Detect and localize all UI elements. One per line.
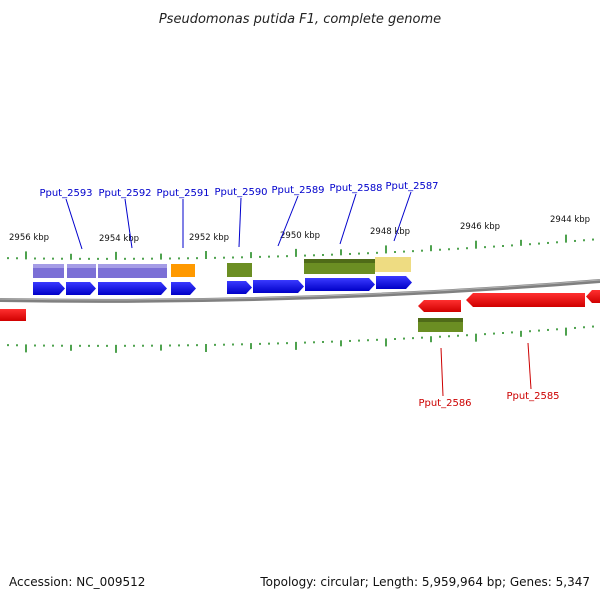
gene-arrow-reverse[interactable] xyxy=(0,309,26,321)
gene-arrow-forward[interactable] xyxy=(253,280,304,293)
cds-feature[interactable] xyxy=(227,263,252,277)
ruler-label: 2944 kbp xyxy=(550,215,590,225)
gene-label[interactable]: Pput_2593 xyxy=(39,188,92,199)
ruler-label: 2952 kbp xyxy=(189,233,229,243)
accession-text: Accession: NC_009512 xyxy=(9,575,145,589)
forward-gene-labels: Pput_2593 Pput_2592 Pput_2591 Pput_2590 … xyxy=(39,181,439,250)
ruler-label: 2946 kbp xyxy=(460,222,500,232)
gene-label[interactable]: Pput_2588 xyxy=(329,183,382,194)
gene-arrow-forward[interactable] xyxy=(66,282,96,295)
ruler-ticks-upper xyxy=(7,234,594,260)
ruler-ticks-lower xyxy=(7,325,594,353)
genome-backbone xyxy=(0,279,600,303)
ruler-label: 2950 kbp xyxy=(280,231,320,241)
gene-arrow-forward[interactable] xyxy=(98,282,167,295)
cds-feature[interactable] xyxy=(171,264,195,277)
genome-backbone-highlight xyxy=(0,279,600,301)
reverse-gene-labels: Pput_2586 Pput_2585 xyxy=(418,342,560,409)
gene-label[interactable]: Pput_2589 xyxy=(271,185,324,196)
gene-label[interactable]: Pput_2592 xyxy=(98,188,151,199)
cds-track xyxy=(33,257,463,332)
cds-feature[interactable] xyxy=(375,257,411,272)
gene-arrow-forward[interactable] xyxy=(376,276,412,289)
forward-genes xyxy=(33,276,412,295)
gene-arrow-reverse[interactable] xyxy=(418,300,461,312)
ruler-label: 2954 kbp xyxy=(99,234,139,244)
gene-arrow-forward[interactable] xyxy=(227,281,252,294)
ruler-label: 2956 kbp xyxy=(9,233,49,243)
gene-arrow-forward[interactable] xyxy=(171,282,196,295)
gene-arrow-forward[interactable] xyxy=(305,278,375,291)
gene-arrow-reverse[interactable] xyxy=(466,293,585,307)
reverse-genes xyxy=(0,290,600,321)
gene-label[interactable]: Pput_2587 xyxy=(385,181,438,192)
genome-summary-text: Topology: circular; Length: 5,959,964 bp… xyxy=(259,575,590,589)
gene-arrow-forward[interactable] xyxy=(33,282,65,295)
map-title: Pseudomonas putida F1, complete genome xyxy=(159,12,441,27)
ruler-label: 2948 kbp xyxy=(370,227,410,237)
gene-arrow-reverse[interactable] xyxy=(586,290,600,303)
gene-label[interactable]: Pput_2586 xyxy=(418,398,471,409)
gene-label[interactable]: Pput_2585 xyxy=(506,391,559,402)
gene-label[interactable]: Pput_2591 xyxy=(156,188,209,199)
gene-label[interactable]: Pput_2590 xyxy=(214,187,267,198)
